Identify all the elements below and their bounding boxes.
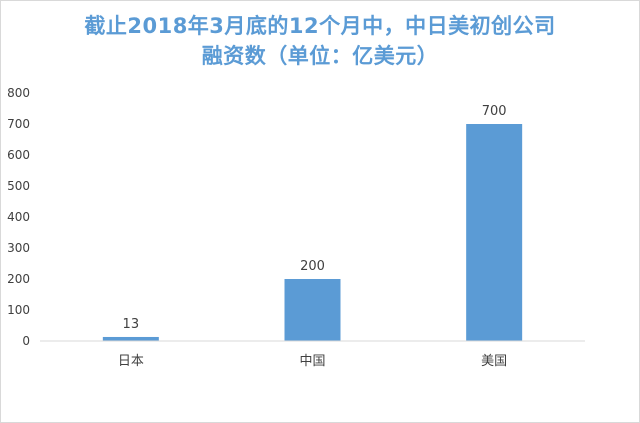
y-tick-label: 0: [22, 334, 30, 348]
x-tick-label: 中国: [299, 354, 325, 369]
y-tick-label: 800: [7, 86, 30, 100]
bar-1: [102, 336, 159, 341]
y-tick-label: 700: [7, 117, 30, 131]
y-tick-label: 400: [7, 210, 30, 224]
data-label: 200: [300, 259, 325, 274]
y-tick-label: 500: [7, 179, 30, 193]
bar-2: [284, 279, 341, 341]
chart-title-line-2: 融资数（单位：亿美元）: [201, 44, 439, 68]
y-tick-label: 200: [7, 272, 30, 286]
chart-title-line-1: 截止2018年3月底的12个月中，中日美初创公司: [84, 14, 556, 38]
y-tick-label: 600: [7, 148, 30, 162]
data-label: 13: [123, 317, 140, 332]
y-tick-label: 100: [7, 303, 30, 317]
data-label: 700: [482, 104, 507, 119]
y-tick-label: 300: [7, 241, 30, 255]
x-tick-label: 美国: [481, 354, 507, 369]
bar-3: [466, 124, 523, 341]
x-tick-label: 日本: [118, 354, 144, 369]
